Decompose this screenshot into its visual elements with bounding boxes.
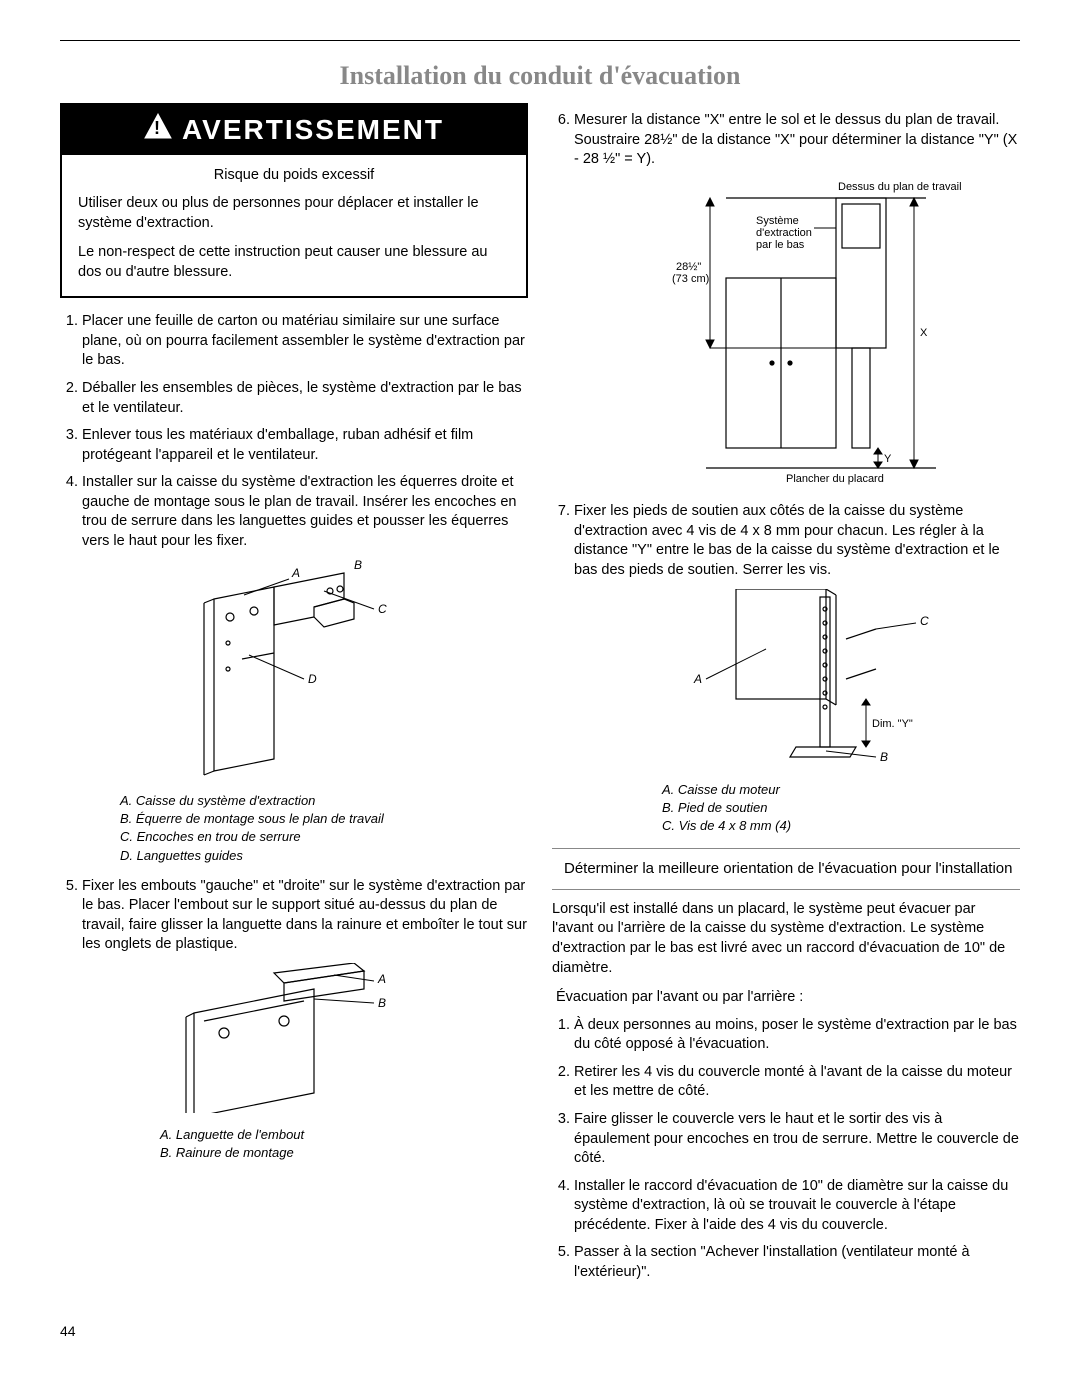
warning-header-text: AVERTISSEMENT bbox=[182, 111, 444, 149]
step-4: Installer sur la caisse du système d'ext… bbox=[82, 473, 528, 551]
fig3-side-label1: Système bbox=[756, 215, 799, 227]
fig2-label-B: B bbox=[378, 996, 386, 1010]
subsection-para: Lorsqu'il est installé dans un placard, … bbox=[552, 900, 1020, 978]
fig3-h: 28½" bbox=[676, 261, 701, 273]
fig1-cap-d: D. Languettes guides bbox=[120, 847, 528, 865]
section-title: Installation du conduit d'évacuation bbox=[60, 61, 1020, 91]
subsection-title: Déterminer la meilleure orientation de l… bbox=[564, 859, 1020, 879]
fig4-dimY: Dim. "Y" bbox=[872, 718, 913, 730]
fig1-cap-b: B. Équerre de montage sous le plan de tr… bbox=[120, 810, 528, 828]
figure-2: A B bbox=[60, 963, 528, 1120]
warning-line2: Le non-respect de cette instruction peut… bbox=[78, 242, 510, 283]
figure-4: Dim. "Y" A B C bbox=[552, 589, 1020, 776]
fig3-X: X bbox=[920, 327, 928, 339]
figure-1: A B C D bbox=[60, 559, 528, 786]
figure-2-caption: A. Languette de l'embout B. Rainure de m… bbox=[160, 1126, 528, 1162]
right-column: Mesurer la distance "X" entre le sol et … bbox=[552, 103, 1020, 1341]
evac-5: Passer à la section "Achever l'installat… bbox=[574, 1243, 1020, 1282]
warning-header: ! AVERTISSEMENT bbox=[62, 105, 526, 155]
fig3-side-label2: d'extraction bbox=[756, 227, 812, 239]
fig2-label-A: A bbox=[377, 972, 386, 986]
page-number: 44 bbox=[60, 1322, 528, 1341]
fig1-cap-a: A. Caisse du système d'extraction bbox=[120, 792, 528, 810]
fig4-A: A bbox=[693, 672, 702, 686]
warning-box: ! AVERTISSEMENT Risque du poids excessif… bbox=[60, 103, 528, 298]
warning-risk: Risque du poids excessif bbox=[78, 165, 510, 185]
fig1-label-D: D bbox=[308, 672, 317, 686]
evac-1: À deux personnes au moins, poser le syst… bbox=[574, 1016, 1020, 1055]
fig1-label-B: B bbox=[354, 559, 362, 572]
right-steps-6: Mesurer la distance "X" entre le sol et … bbox=[552, 111, 1020, 170]
fig4-cap-b: B. Pied de soutien bbox=[662, 799, 1020, 817]
step-5: Fixer les embouts "gauche" et "droite" s… bbox=[82, 877, 528, 955]
warning-line1: Utiliser deux ou plus de personnes pour … bbox=[78, 193, 510, 234]
fig3-top-label: Dessus du plan de travail bbox=[838, 181, 962, 193]
fig4-cap-c: C. Vis de 4 x 8 mm (4) bbox=[662, 817, 1020, 835]
svg-text:!: ! bbox=[154, 118, 162, 138]
figure-1-caption: A. Caisse du système d'extraction B. Équ… bbox=[120, 792, 528, 865]
step-6: Mesurer la distance "X" entre le sol et … bbox=[574, 111, 1020, 170]
fig2-cap-b: B. Rainure de montage bbox=[160, 1144, 528, 1162]
evac-3: Faire glisser le couvercle vers le haut … bbox=[574, 1110, 1020, 1169]
warning-triangle-icon: ! bbox=[144, 111, 172, 149]
evac-label: Évacuation par l'avant ou par l'arrière … bbox=[556, 988, 1020, 1008]
fig4-B: B bbox=[880, 750, 888, 764]
step-2: Déballer les ensembles de pièces, le sys… bbox=[82, 379, 528, 418]
fig3-bottom-label: Plancher du placard bbox=[786, 473, 884, 485]
fig3-side-label3: par le bas bbox=[756, 239, 805, 251]
fig1-label-A: A bbox=[291, 566, 300, 580]
left-steps-5: Fixer les embouts "gauche" et "droite" s… bbox=[60, 877, 528, 955]
figure-3: X 28½" (73 cm) bbox=[552, 178, 1020, 495]
divider-2 bbox=[552, 889, 1020, 890]
fig1-label-C: C bbox=[378, 602, 387, 616]
warning-body: Risque du poids excessif Utiliser deux o… bbox=[62, 155, 526, 296]
step-7: Fixer les pieds de soutien aux côtés de … bbox=[574, 502, 1020, 580]
fig2-cap-a: A. Languette de l'embout bbox=[160, 1126, 528, 1144]
step-1: Placer une feuille de carton ou matériau… bbox=[82, 312, 528, 371]
right-steps-7: Fixer les pieds de soutien aux côtés de … bbox=[552, 502, 1020, 580]
fig3-hcm: (73 cm) bbox=[672, 273, 709, 285]
left-column: ! AVERTISSEMENT Risque du poids excessif… bbox=[60, 103, 528, 1341]
fig1-cap-c: C. Encoches en trou de serrure bbox=[120, 828, 528, 846]
fig4-cap-a: A. Caisse du moteur bbox=[662, 781, 1020, 799]
left-steps-1-4: Placer une feuille de carton ou matériau… bbox=[60, 312, 528, 551]
evac-2: Retirer les 4 vis du couvercle monté à l… bbox=[574, 1063, 1020, 1102]
evac-steps: À deux personnes au moins, poser le syst… bbox=[552, 1016, 1020, 1283]
top-rule bbox=[60, 40, 1020, 41]
two-column-layout: ! AVERTISSEMENT Risque du poids excessif… bbox=[60, 103, 1020, 1341]
step-3: Enlever tous les matériaux d'emballage, … bbox=[82, 426, 528, 465]
fig4-C: C bbox=[920, 614, 929, 628]
fig3-Y: Y bbox=[884, 453, 892, 465]
evac-4: Installer le raccord d'évacuation de 10"… bbox=[574, 1177, 1020, 1236]
divider bbox=[552, 848, 1020, 849]
figure-4-caption: A. Caisse du moteur B. Pied de soutien C… bbox=[662, 781, 1020, 836]
